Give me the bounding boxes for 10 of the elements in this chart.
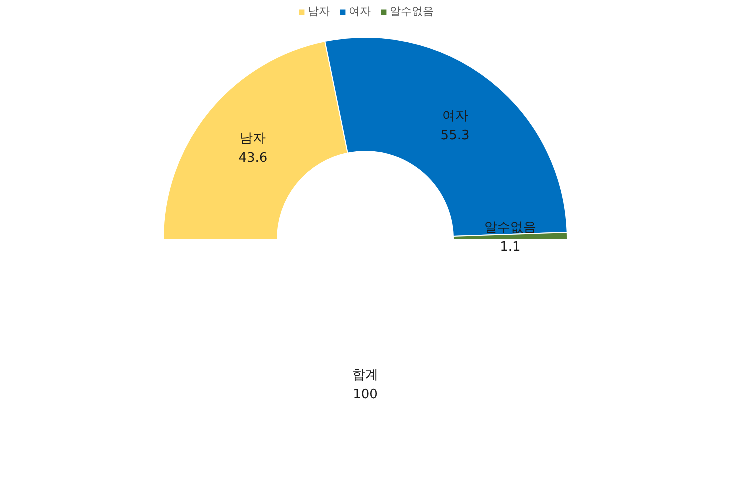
legend-label: 알수없음	[390, 4, 434, 19]
data-label: 1.1	[500, 240, 521, 255]
legend-label: 여자	[349, 4, 371, 19]
data-label: 43.6	[238, 150, 268, 166]
slice-label: 알수없음	[484, 220, 536, 236]
legend-label: 남자	[308, 4, 330, 19]
text: 합계 100	[352, 368, 378, 402]
data-label: 55.3	[440, 128, 470, 144]
slice-label: 남자	[240, 131, 266, 146]
slice-label: 여자	[442, 109, 468, 124]
